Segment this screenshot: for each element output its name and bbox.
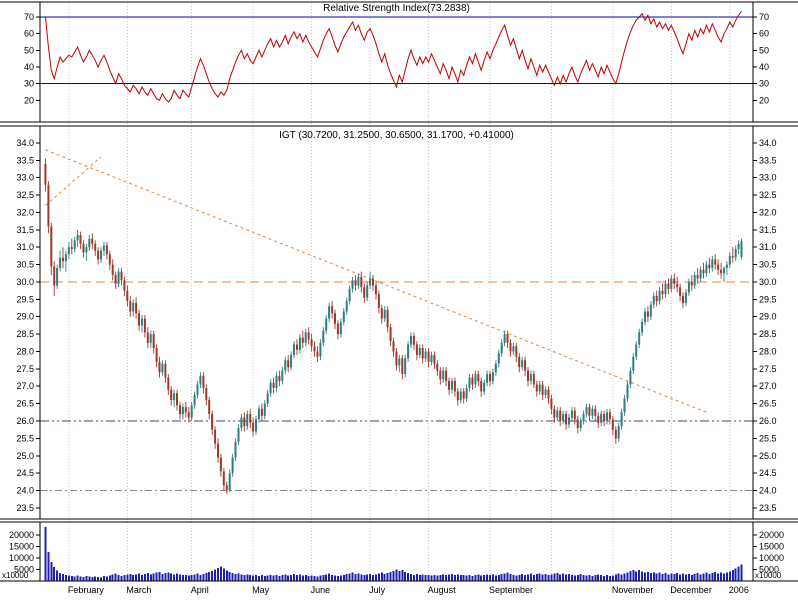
candles <box>44 158 743 494</box>
y-axis-label-right: 28.5 <box>759 329 777 339</box>
y-axis-label-left: 30.0 <box>16 277 34 287</box>
y-axis-label-left: 25.5 <box>16 433 34 443</box>
y-axis-label-left: 24.0 <box>16 486 34 496</box>
x-axis-label: 2006 <box>729 585 749 595</box>
y-axis-label-left: 28.5 <box>16 329 34 339</box>
y-axis-label-left: 24.5 <box>16 468 34 478</box>
y-axis-label-left: 15000 <box>9 542 34 552</box>
trendline <box>45 149 707 413</box>
y-axis-label-right: 27.0 <box>759 381 777 391</box>
trendline <box>45 156 102 206</box>
y-axis-label-right: 15000 <box>759 542 784 552</box>
y-axis-label-right: 70 <box>759 12 769 22</box>
volume-multiplier-left: x10000 <box>2 571 29 580</box>
y-axis-label-right: 23.5 <box>759 503 777 513</box>
y-axis-label-right: 24.5 <box>759 468 777 478</box>
y-axis-label-left: 34.0 <box>16 138 34 148</box>
y-axis-label-left: 33.5 <box>16 155 34 165</box>
x-axis-label: August <box>428 585 457 595</box>
y-axis-label-left: 26.5 <box>16 399 34 409</box>
y-axis-label-left: 10000 <box>9 553 34 563</box>
y-axis-label-right: 30.5 <box>759 260 777 270</box>
y-axis-label-left: 27.5 <box>16 364 34 374</box>
y-axis-label-left: 50 <box>24 45 34 55</box>
y-axis-label-left: 29.5 <box>16 294 34 304</box>
y-axis-label-right: 24.0 <box>759 486 777 496</box>
y-axis-label-right: 25.5 <box>759 433 777 443</box>
x-axis-label: September <box>489 585 533 595</box>
x-axis-label: November <box>612 585 654 595</box>
y-axis-label-left: 33.0 <box>16 173 34 183</box>
y-axis-label-left: 31.5 <box>16 225 34 235</box>
volume-multiplier-right: x10000 <box>755 571 782 580</box>
y-axis-label-right: 34.0 <box>759 138 777 148</box>
x-axis-label: May <box>252 585 270 595</box>
y-axis-label-right: 28.0 <box>759 347 777 357</box>
y-axis-label-left: 32.5 <box>16 190 34 200</box>
y-axis-label-left: 60 <box>24 29 34 39</box>
rsi-line <box>45 11 742 103</box>
y-axis-label-left: 29.0 <box>16 312 34 322</box>
y-axis-label-right: 25.0 <box>759 451 777 461</box>
y-axis-label-right: 33.0 <box>759 173 777 183</box>
y-axis-label-right: 20000 <box>759 530 784 540</box>
x-axis-label: December <box>670 585 712 595</box>
x-axis-label: July <box>369 585 386 595</box>
y-axis-label-left: 32.0 <box>16 208 34 218</box>
y-axis-label-right: 32.5 <box>759 190 777 200</box>
price-panel <box>40 149 753 494</box>
y-axis-label-left: 25.0 <box>16 451 34 461</box>
x-axis-label: March <box>126 585 151 595</box>
x-axis-label: April <box>191 585 209 595</box>
y-axis-label-right: 50 <box>759 45 769 55</box>
y-axis-label-right: 40 <box>759 62 769 72</box>
y-axis-label-right: 20 <box>759 95 769 105</box>
y-axis-label-right: 32.0 <box>759 208 777 218</box>
y-axis-label-right: 29.5 <box>759 294 777 304</box>
y-axis-label-left: 27.0 <box>16 381 34 391</box>
y-axis-label-right: 33.5 <box>759 155 777 165</box>
y-axis-label-right: 30.0 <box>759 277 777 287</box>
month-gridlines <box>68 3 731 581</box>
axis-labels: 70 70 60 60 50 50 40 40 30 30 20 20 34.0 34.0 33.5 33.5… <box>9 12 784 575</box>
y-axis-label-right: 26.5 <box>759 399 777 409</box>
y-axis-label-left: 5000 <box>14 565 34 575</box>
y-axis-label-left: 40 <box>24 62 34 72</box>
y-axis-label-right: 5000 <box>759 565 779 575</box>
y-axis-label-right: 26.0 <box>759 416 777 426</box>
y-axis-label-left: 30.5 <box>16 260 34 270</box>
y-axis-label-left: 26.0 <box>16 416 34 426</box>
y-axis-label-left: 20000 <box>9 530 34 540</box>
rsi-title: Relative Strength Index(73.2838) <box>323 3 470 14</box>
y-axis-label-right: 30 <box>759 79 769 89</box>
panel-borders <box>0 1 798 582</box>
y-axis-label-right: 31.0 <box>759 242 777 252</box>
y-axis-label-right: 60 <box>759 29 769 39</box>
y-axis-label-right: 27.5 <box>759 364 777 374</box>
y-axis-label-right: 10000 <box>759 553 784 563</box>
x-axis-label: February <box>68 585 105 595</box>
y-axis-label-left: 20 <box>24 95 34 105</box>
y-axis-label-left: 31.0 <box>16 242 34 252</box>
volume-panel <box>44 526 743 581</box>
x-axis-labels: February March April May June July August Septe… <box>68 585 749 595</box>
x-axis-label: June <box>311 585 331 595</box>
rsi-panel <box>40 11 753 103</box>
y-axis-label-left: 28.0 <box>16 347 34 357</box>
y-axis-label-left: 30 <box>24 79 34 89</box>
y-axis-label-right: 31.5 <box>759 225 777 235</box>
y-axis-label-left: 23.5 <box>16 503 34 513</box>
price-title: IGT (30.7200, 31.2500, 30.6500, 31.1700,… <box>279 130 514 141</box>
y-axis-label-right: 29.0 <box>759 312 777 322</box>
y-axis-label-left: 70 <box>24 12 34 22</box>
